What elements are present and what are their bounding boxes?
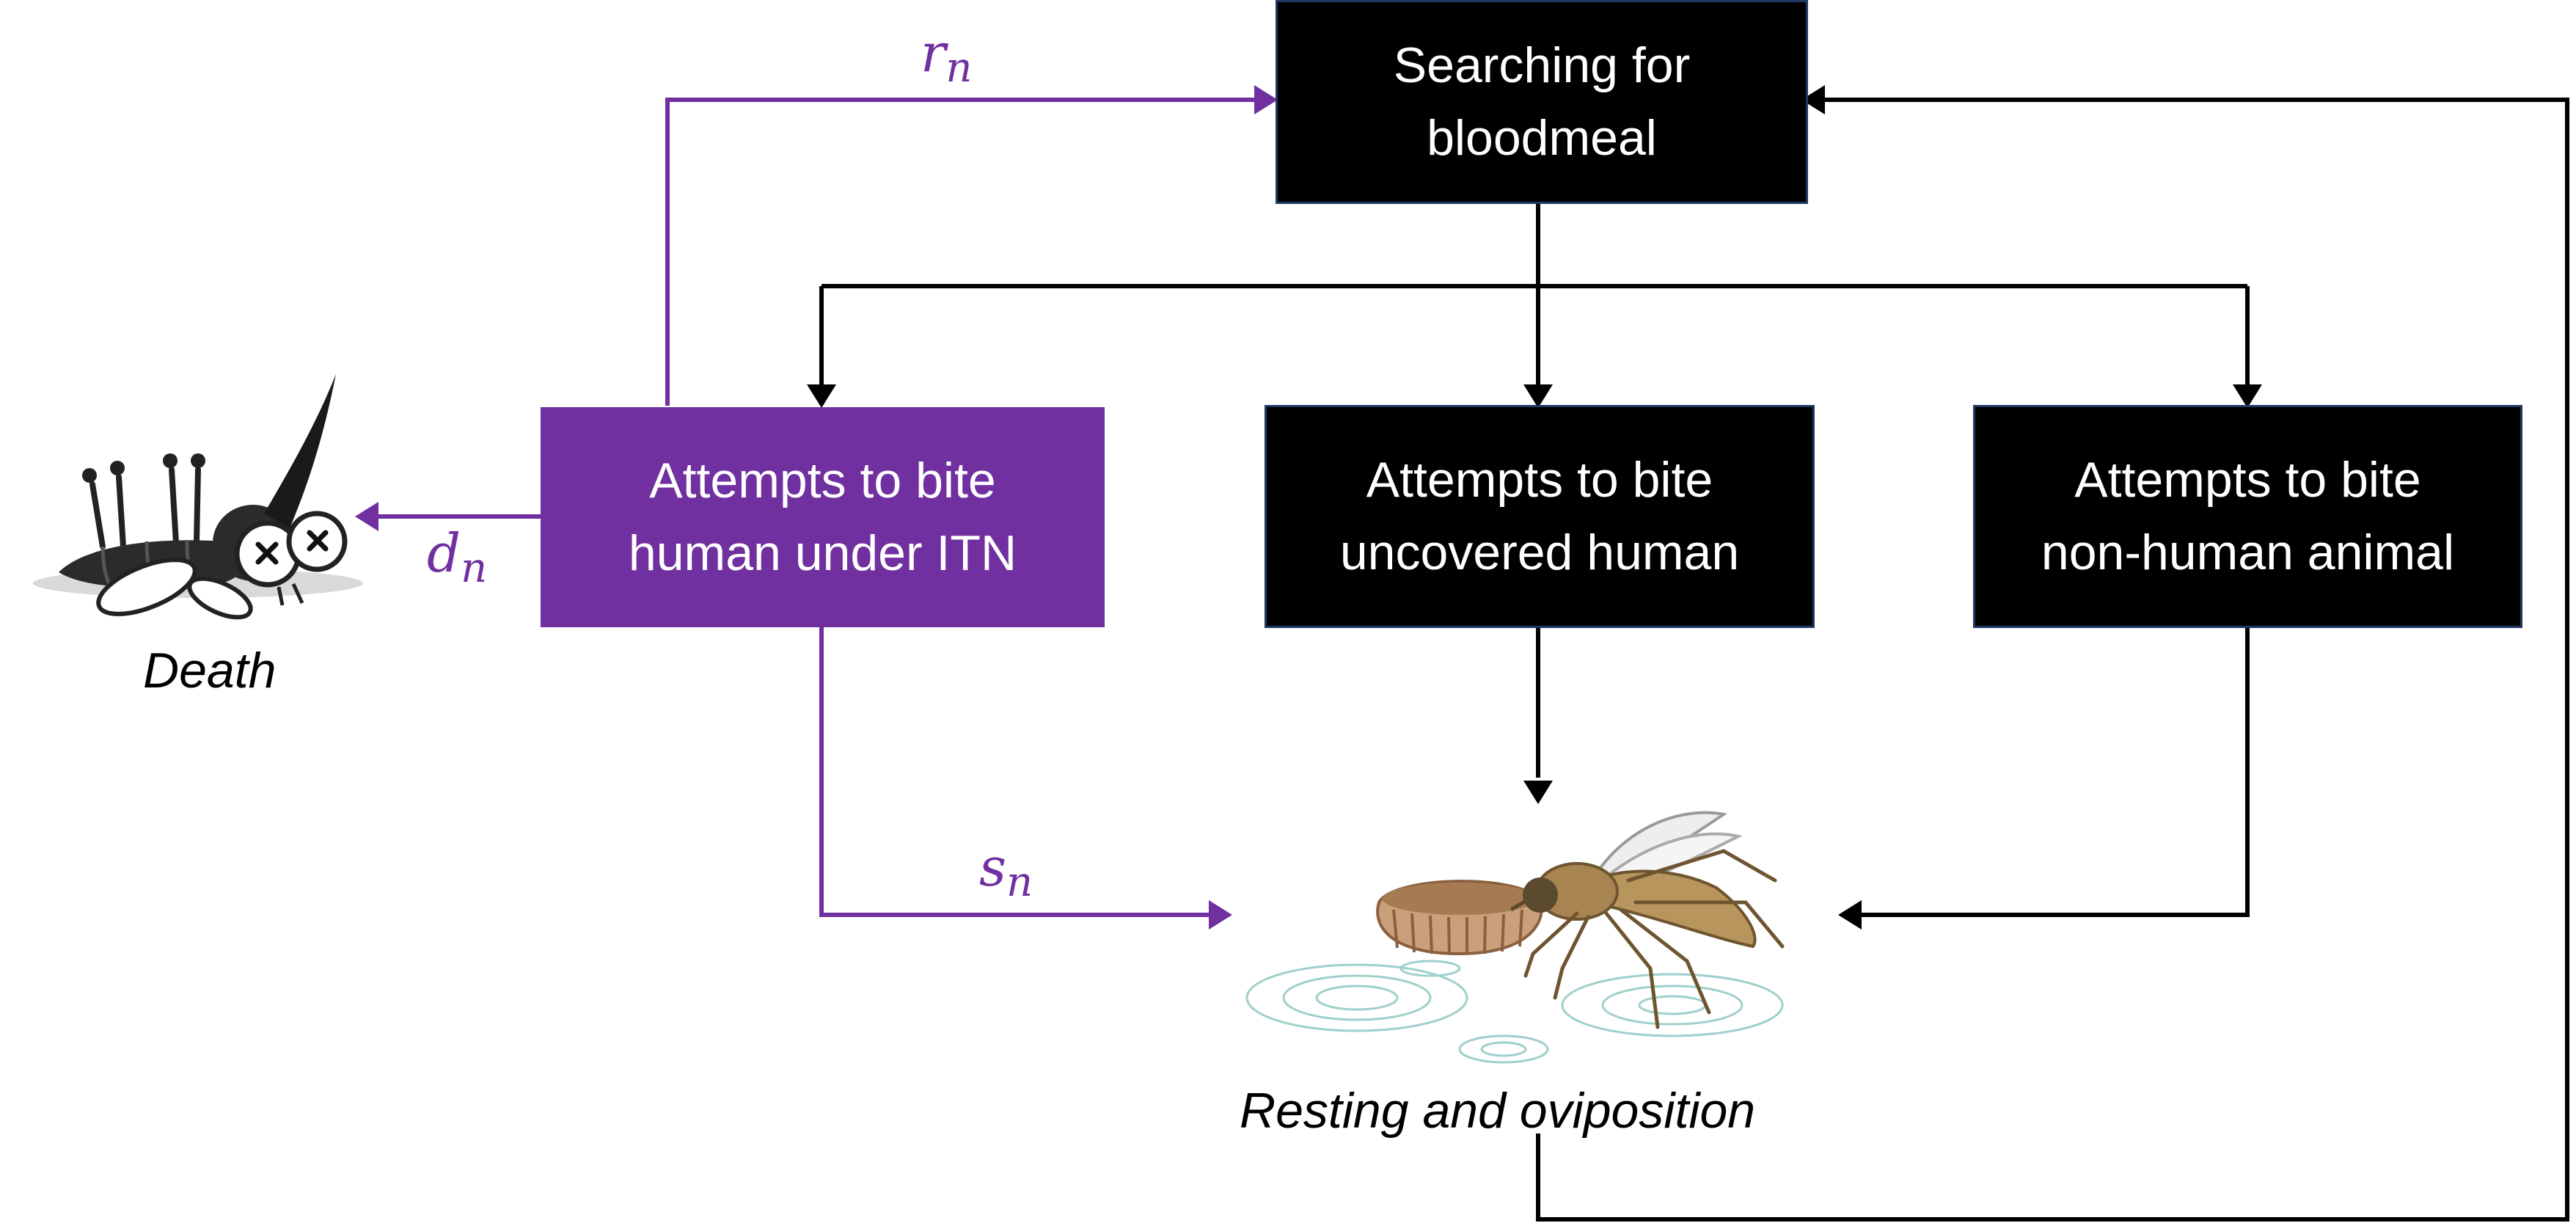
itn-human-label: Attempts to bite human under ITN	[628, 453, 1017, 581]
connector-itn-to-searching	[665, 98, 1258, 406]
rate-r-label: rn	[921, 22, 973, 92]
arrowhead-searching-right	[1801, 85, 1825, 114]
rate-d-base: d	[427, 522, 461, 584]
rate-r-base: r	[921, 22, 946, 84]
purple-connectors	[374, 98, 1258, 917]
arrowhead-itn	[807, 384, 836, 408]
nonhuman-animal-label: Attempts to bite non-human animal	[2041, 452, 2455, 580]
arrowhead-searching-left	[1254, 85, 1278, 114]
purple-arrowheads	[355, 85, 1278, 930]
rate-s-label: sn	[979, 836, 1033, 906]
rate-d-label: dn	[427, 522, 487, 592]
connector-itn-to-resting	[819, 626, 1214, 917]
searching-bloodmeal-box: Searching for bloodmeal	[1276, 0, 1808, 204]
arrowhead-nonhuman	[2233, 384, 2262, 408]
arrowhead-resting-top	[1523, 781, 1553, 804]
uncovered-human-label: Attempts to bite uncovered human	[1339, 452, 1740, 580]
black-arrowheads	[807, 85, 2262, 930]
arrowhead-resting-right	[1838, 900, 1862, 930]
resting-oviposition-caption: Resting and oviposition	[1240, 1083, 1756, 1139]
itn-human-box: Attempts to bite human under ITN	[541, 407, 1105, 627]
rate-d-sub: n	[461, 544, 488, 592]
mosquito-oviposition-icon	[1245, 811, 1785, 1064]
connector-resting-to-searching	[1536, 98, 2569, 1222]
dead-mosquito-icon	[33, 374, 363, 620]
nonhuman-animal-box: Attempts to bite non-human animal	[1973, 405, 2522, 628]
arrowhead-death	[355, 502, 378, 531]
rate-r-sub: n	[945, 44, 973, 92]
black-connectors	[819, 98, 2569, 1222]
death-caption: Death	[143, 643, 277, 698]
uncovered-human-box: Attempts to bite uncovered human	[1265, 405, 1815, 628]
arrowhead-uncovered	[1523, 384, 1553, 408]
rate-s-sub: n	[1006, 858, 1033, 906]
connector-nonhuman-to-resting	[1856, 626, 2250, 917]
searching-bloodmeal-label: Searching for bloodmeal	[1393, 37, 1691, 166]
rate-s-base: s	[979, 836, 1006, 898]
arrowhead-resting-left	[1209, 900, 1232, 930]
